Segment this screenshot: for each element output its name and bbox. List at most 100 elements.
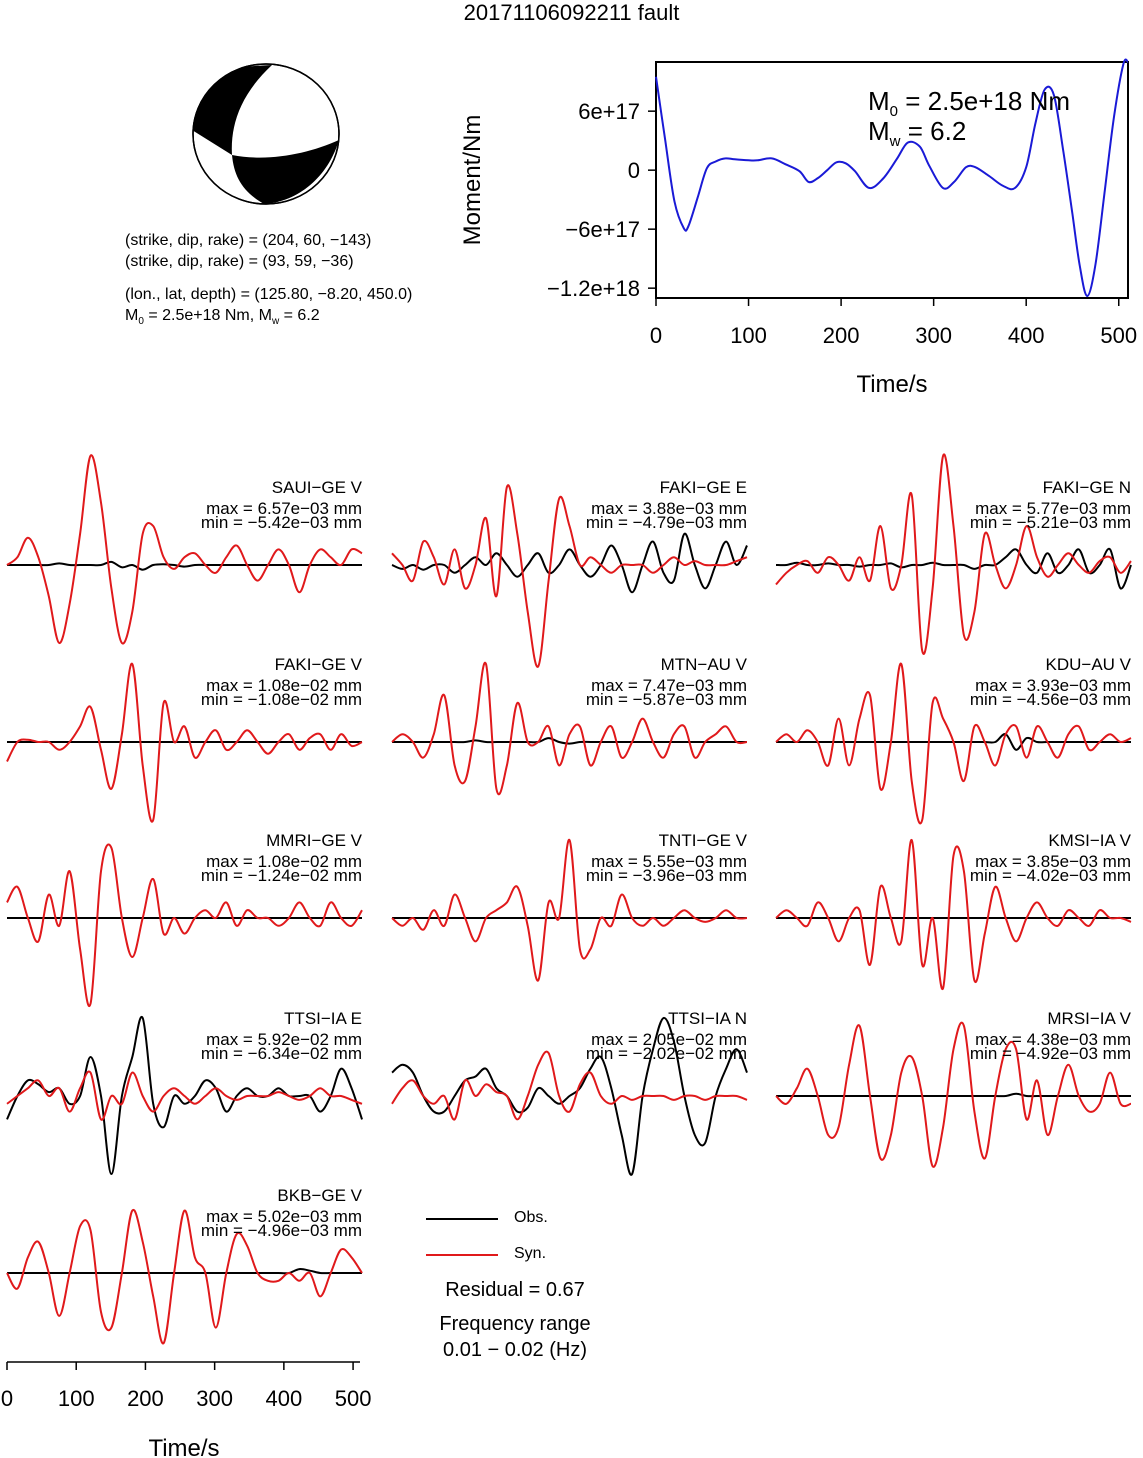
hypocenter-location: (lon., lat, depth) = (125.80, −8.20, 450…	[125, 286, 413, 303]
synthetic-trace	[775, 838, 1132, 990]
max-amplitude-label: max = 3.88e−03 mm	[591, 499, 747, 518]
frequency-range-value: 0.01 − 0.02 (Hz)	[443, 1339, 587, 1361]
observed-trace	[775, 1092, 1131, 1098]
observed-trace	[7, 1268, 362, 1275]
synthetic-trace	[391, 661, 748, 796]
observed-trace	[391, 532, 748, 594]
synthetic-trace	[391, 1050, 748, 1121]
min-amplitude-label: min = −4.96e−03 mm	[201, 1221, 362, 1240]
station-label: SAUI−GE V	[272, 478, 363, 497]
nodal-plane-2: (strike, dip, rake) = (93, 59, −36)	[125, 253, 354, 270]
stf-ytick-label: −6e+17	[565, 217, 640, 242]
stf-ytick-label: 0	[628, 158, 640, 183]
stf-xtick-label: 300	[915, 323, 952, 348]
source-parameters: (strike, dip, rake) = (204, 60, −143) (s…	[125, 230, 412, 332]
observed-trace	[775, 547, 1132, 590]
stf-xtick-label: 400	[1008, 323, 1045, 348]
station-label: FAKI−GE N	[1043, 478, 1131, 497]
observed-trace	[391, 1016, 748, 1176]
max-amplitude-label: max = 5.55e−03 mm	[591, 852, 747, 871]
page-title: 20171106092211 fault	[463, 0, 680, 25]
max-amplitude-label: max = 1.08e−02 mm	[206, 676, 362, 695]
source-time-function-chart: 6e+17 0 −6e+17 −1.2e+18 0 100 200 300 400 500 Time…	[459, 58, 1137, 398]
min-amplitude-label: min = −1.24e−02 mm	[201, 866, 362, 885]
focal-mechanism-beachball	[192, 63, 340, 205]
observed-trace	[6, 560, 362, 571]
max-amplitude-label: max = 7.47e−03 mm	[591, 676, 747, 695]
station-label: FAKI−GE E	[660, 478, 747, 497]
stf-moment-annotation: M0 = 2.5e+18 Nm	[868, 86, 1070, 120]
stf-curve	[655, 58, 1129, 298]
synthetic-trace	[391, 484, 748, 668]
station-label: TTSI−IA E	[284, 1009, 362, 1028]
min-amplitude-label: min = −4.92e−03 mm	[970, 1044, 1131, 1063]
synthetic-trace	[6, 1208, 363, 1345]
stf-frame	[655, 61, 1129, 299]
min-amplitude-label: min = −4.02e−03 mm	[970, 866, 1131, 885]
legend-obs: Obs.	[420, 1205, 620, 1235]
max-amplitude-label: max = 1.08e−02 mm	[206, 852, 362, 871]
station-label: MMRI−GE V	[266, 831, 363, 850]
station-label: KDU−AU V	[1046, 655, 1132, 674]
station-label: MTN−AU V	[661, 655, 748, 674]
residual-text: Residual = 0.67	[445, 1279, 585, 1301]
station-label: TTSI−IA N	[668, 1009, 747, 1028]
waveform-x-axis-label: Time/s	[148, 1435, 219, 1458]
synthetic-trace	[6, 1070, 363, 1121]
stf-x-axis-label: Time/s	[856, 371, 927, 398]
synthetic-trace	[775, 453, 1132, 655]
legend-syn: Syn.	[420, 1241, 620, 1271]
min-amplitude-label: min = −4.56e−03 mm	[970, 690, 1131, 709]
min-amplitude-label: min = −5.21e−03 mm	[970, 513, 1131, 532]
synthetic-trace	[775, 662, 1132, 825]
stf-y-axis-label: Moment/Nm	[459, 115, 486, 246]
station-label: KMSI−IA V	[1048, 831, 1131, 850]
max-amplitude-label: max = 4.38e−03 mm	[975, 1030, 1131, 1049]
stf-xtick-label: 200	[823, 323, 860, 348]
min-amplitude-label: min = −4.79e−03 mm	[586, 513, 747, 532]
frequency-range-label: Frequency range	[439, 1313, 591, 1335]
observed-trace	[391, 737, 747, 745]
observed-trace	[6, 1015, 363, 1176]
station-label: MRSI−IA V	[1047, 1009, 1131, 1028]
nodal-plane-1: (strike, dip, rake) = (204, 60, −143)	[125, 232, 372, 249]
max-amplitude-label: max = 5.02e−03 mm	[206, 1207, 362, 1226]
synthetic-trace	[391, 838, 748, 982]
waveform-xtick-label: 0	[1, 1386, 13, 1411]
max-amplitude-label: max = 3.93e−03 mm	[975, 676, 1131, 695]
waveform-xtick-label: 200	[127, 1386, 164, 1411]
waveform-xtick-label: 400	[266, 1386, 303, 1411]
station-label: FAKI−GE V	[275, 655, 363, 674]
synthetic-trace	[6, 843, 363, 1008]
max-amplitude-label: max = 6.57e−03 mm	[206, 499, 362, 518]
stf-xtick-label: 0	[650, 323, 662, 348]
waveform-xtick-label: 500	[335, 1386, 372, 1411]
max-amplitude-label: max = 3.85e−03 mm	[975, 852, 1131, 871]
stf-ytick-label: −1.2e+18	[547, 276, 640, 301]
min-amplitude-label: min = −5.87e−03 mm	[586, 690, 747, 709]
min-amplitude-label: min = −5.42e−03 mm	[201, 513, 362, 532]
max-amplitude-label: max = 5.77e−03 mm	[975, 499, 1131, 518]
min-amplitude-label: min = −3.96e−03 mm	[586, 866, 747, 885]
synthetic-trace	[6, 662, 363, 823]
station-label: TNTI−GE V	[659, 831, 748, 850]
stf-xtick-label: 100	[730, 323, 767, 348]
min-amplitude-label: min = −1.08e−02 mm	[201, 690, 362, 709]
synthetic-trace	[775, 1021, 1132, 1168]
max-amplitude-label: max = 5.92e−02 mm	[206, 1030, 362, 1049]
waveform-xtick-label: 100	[58, 1386, 95, 1411]
station-label: BKB−GE V	[277, 1186, 362, 1205]
stf-ytick-label: 6e+17	[578, 99, 640, 124]
